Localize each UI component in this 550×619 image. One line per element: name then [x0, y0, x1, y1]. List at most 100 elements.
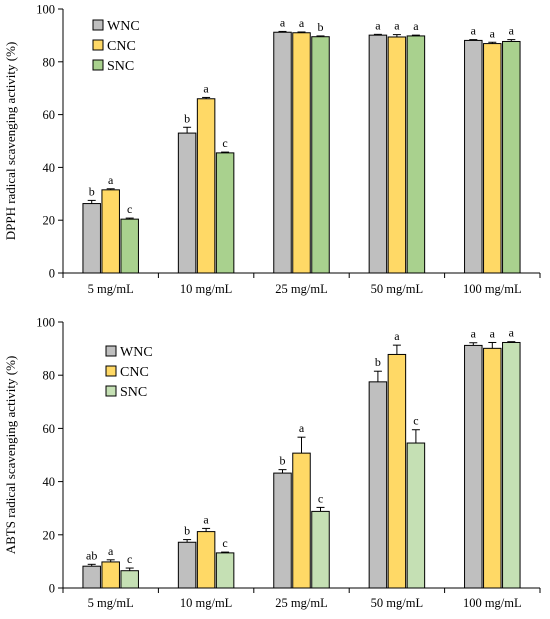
- bar-wnc: [368, 381, 388, 589]
- bar-snc: [311, 510, 330, 589]
- legend-label-wnc: WNC: [107, 19, 140, 34]
- legend-label-snc: SNC: [107, 59, 134, 74]
- significance-label: a: [394, 329, 400, 343]
- significance-label: c: [413, 414, 418, 428]
- bar-cnc: [292, 452, 311, 589]
- significance-label: c: [222, 136, 227, 150]
- significance-label: c: [318, 491, 323, 505]
- category-label: 10 mg/mL: [180, 282, 232, 296]
- bar-cnc: [387, 353, 407, 589]
- legend-swatch-snc: [105, 385, 117, 397]
- bar-cnc: [387, 36, 407, 274]
- category-label: 50 mg/mL: [371, 282, 423, 296]
- category-label: 100 mg/mL: [463, 596, 522, 610]
- legend-label-wnc: WNC: [120, 345, 153, 360]
- bar-snc: [311, 36, 330, 274]
- y-tick-label: 100: [36, 3, 55, 17]
- bar-cnc: [101, 189, 120, 274]
- y-tick-label: 20: [43, 528, 56, 542]
- category-label: 5 mg/mL: [88, 596, 134, 610]
- chart-panel-1: 0 20 40 60 80 100 5 mg/mL 10 mg/mL 25 mg/mL 50 mg…: [3, 3, 541, 296]
- legend-label-cnc: CNC: [120, 365, 149, 380]
- bar-wnc: [82, 203, 101, 274]
- y-tick-label: 100: [36, 316, 55, 330]
- significance-label: a: [471, 327, 477, 341]
- significance-label: a: [299, 421, 305, 435]
- bar-wnc: [273, 31, 292, 274]
- y-tick-label: 0: [49, 267, 55, 281]
- significance-label: b: [318, 20, 324, 34]
- bar-wnc: [464, 344, 483, 589]
- significance-label: b: [89, 184, 95, 198]
- bar-snc: [502, 341, 521, 589]
- bar-cnc: [292, 32, 311, 274]
- legend-swatch-wnc: [92, 19, 104, 31]
- significance-label: a: [108, 544, 114, 558]
- significance-label: c: [222, 536, 227, 550]
- legend-swatch-snc: [92, 59, 104, 71]
- bar-snc: [502, 40, 521, 274]
- y-tick-label: 40: [43, 161, 56, 175]
- bar-snc: [120, 218, 139, 274]
- legend-label-cnc: CNC: [107, 39, 136, 54]
- significance-label: a: [413, 19, 419, 33]
- bar-cnc: [196, 98, 216, 274]
- significance-label: c: [127, 552, 132, 566]
- bar-snc: [215, 152, 235, 274]
- significance-label: a: [394, 19, 400, 33]
- significance-label: a: [299, 16, 305, 30]
- y-axis-title: ABTS radical scavenging activity (%): [3, 356, 18, 555]
- bar-cnc: [101, 561, 120, 589]
- category-label: 100 mg/mL: [463, 282, 522, 296]
- significance-label: a: [108, 173, 114, 187]
- y-axis-title: DPPH radical scavenging activity (%): [3, 42, 18, 241]
- bar-snc: [215, 552, 235, 589]
- significance-label: a: [490, 26, 496, 40]
- significance-label: a: [509, 24, 515, 38]
- y-tick-label: 20: [43, 214, 56, 228]
- significance-label: a: [203, 81, 209, 95]
- significance-label: a: [280, 15, 286, 29]
- category-label: 5 mg/mL: [88, 282, 134, 296]
- legend-label-snc: SNC: [120, 385, 147, 400]
- legend-swatch-cnc: [105, 365, 117, 377]
- significance-label: b: [184, 524, 190, 538]
- legend-swatch-wnc: [105, 345, 117, 357]
- significance-label: c: [127, 202, 132, 216]
- category-label: 25 mg/mL: [275, 596, 327, 610]
- bar-wnc: [368, 34, 388, 274]
- bar-cnc: [483, 43, 502, 274]
- bar-snc: [406, 35, 426, 274]
- y-tick-label: 60: [43, 422, 56, 436]
- significance-label: a: [203, 512, 209, 526]
- category-label: 50 mg/mL: [371, 596, 423, 610]
- significance-label: b: [280, 454, 286, 468]
- y-tick-label: 80: [43, 55, 56, 69]
- bar-cnc: [196, 531, 216, 589]
- bar-wnc: [177, 541, 197, 589]
- y-tick-label: 60: [43, 108, 56, 122]
- y-tick-label: 40: [43, 475, 56, 489]
- chart-panel-2: 0 20 40 60 80 100 5 mg/mL 10 mg/mL 25 mg/mL 50 mg…: [3, 316, 541, 610]
- bar-wnc: [464, 39, 483, 274]
- bar-snc: [120, 570, 139, 589]
- significance-label: a: [375, 18, 381, 32]
- significance-label: b: [375, 355, 381, 369]
- significance-label: a: [490, 326, 496, 340]
- significance-label: a: [471, 24, 477, 38]
- category-label: 10 mg/mL: [180, 596, 232, 610]
- bar-cnc: [483, 347, 502, 589]
- legend-swatch-cnc: [92, 39, 104, 51]
- significance-label: ab: [86, 548, 97, 562]
- significance-label: b: [184, 111, 190, 125]
- significance-label: a: [509, 326, 515, 340]
- y-tick-label: 80: [43, 369, 56, 383]
- y-tick-label: 0: [49, 582, 55, 596]
- bar-wnc: [273, 472, 292, 589]
- category-label: 25 mg/mL: [275, 282, 327, 296]
- bar-wnc: [177, 132, 197, 274]
- bar-snc: [406, 442, 426, 589]
- bar-wnc: [82, 565, 101, 589]
